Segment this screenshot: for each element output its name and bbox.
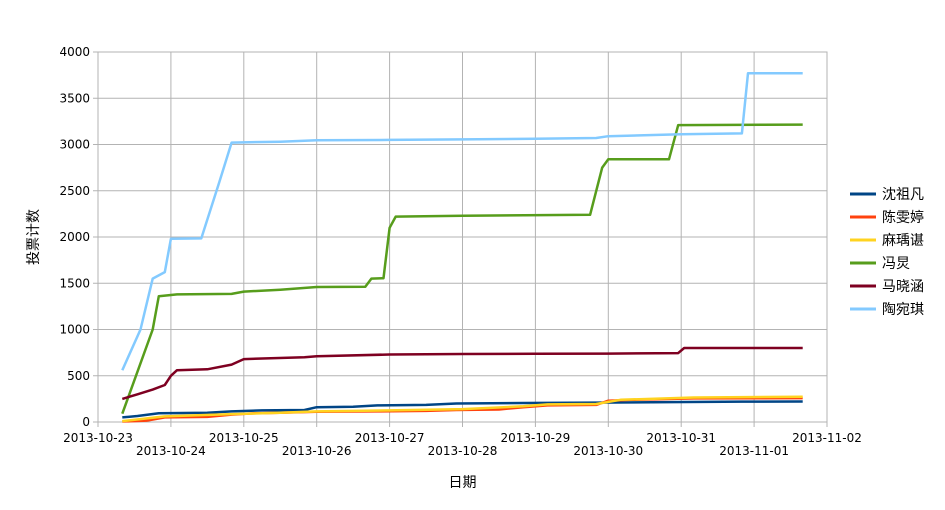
series-line-6	[121, 72, 803, 371]
x-tick-label: 2013-10-31	[646, 431, 716, 445]
x-tick-label: 2013-10-23	[63, 431, 133, 445]
x-tick-label: 2013-10-28	[428, 444, 498, 458]
series-lines	[121, 72, 803, 423]
x-tick-label: 2013-10-27	[355, 431, 425, 445]
legend-label: 陶宛琪	[882, 302, 924, 318]
x-tick-label: 2013-10-25	[209, 431, 279, 445]
y-tick-label: 2500	[59, 184, 90, 198]
y-tick-labels: 0 500 1000 1500 2000 2500 3000 3500 4000	[59, 45, 90, 429]
x-tick-label: 2013-10-30	[573, 444, 643, 458]
series-line-3	[122, 395, 803, 423]
x-axis-title: 日期	[449, 475, 477, 491]
x-tick-label: 2013-10-29	[501, 431, 571, 445]
y-axis-title: 投票计数	[26, 209, 42, 265]
grid-lines	[97, 51, 828, 423]
legend-label: 麻瑀谌	[882, 233, 924, 249]
series-line-4	[121, 123, 803, 415]
y-tick-label: 4000	[59, 45, 90, 59]
y-tick-label: 3000	[59, 138, 90, 152]
legend-label: 冯炅	[882, 256, 910, 272]
x-tick-label: 2013-11-01	[719, 444, 789, 458]
y-tick-label: 1500	[59, 276, 90, 290]
y-tick-label: 0	[82, 415, 90, 429]
x-tick-labels: 2013-10-232013-10-242013-10-252013-10-26…	[63, 431, 862, 458]
y-tick-label: 3500	[59, 91, 90, 105]
series-line-1	[122, 400, 803, 419]
plot-frame	[97, 51, 828, 423]
y-tick-label: 2000	[59, 230, 90, 244]
x-tick-label: 2013-11-02	[792, 431, 862, 445]
series-line-5	[121, 346, 803, 401]
y-tick-label: 500	[67, 369, 90, 383]
legend-label: 陈雯婷	[882, 209, 924, 226]
x-tick-label: 2013-10-26	[282, 444, 352, 458]
x-tick-label: 2013-10-24	[136, 444, 206, 458]
legend-label: 马晓涵	[882, 279, 924, 295]
axes	[93, 51, 828, 427]
legend-label: 沈祖凡	[882, 187, 924, 203]
y-tick-label: 1000	[59, 323, 90, 337]
